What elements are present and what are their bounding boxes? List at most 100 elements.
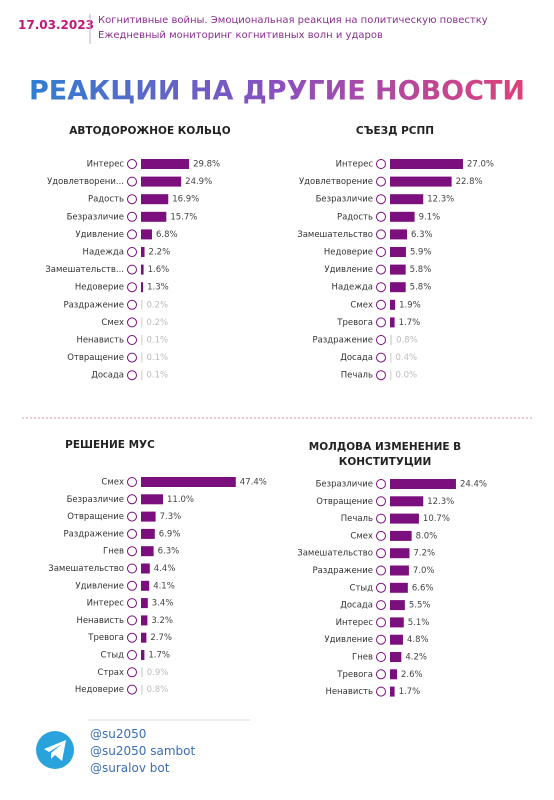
category-label: Ненависть — [76, 616, 124, 626]
emotion-icon — [127, 494, 137, 505]
category-label: Недоверие — [75, 685, 124, 695]
value-label: 1.7% — [399, 687, 421, 697]
category-label: Смех — [350, 531, 373, 541]
category-label: Страх — [97, 668, 124, 678]
value-label: 5.5% — [409, 601, 431, 611]
value-label: 1.9% — [399, 300, 421, 310]
value-label: 6.6% — [412, 583, 434, 593]
bar — [390, 229, 408, 240]
category-label: Удивление — [324, 265, 373, 275]
bar — [141, 580, 150, 591]
bar — [141, 299, 143, 310]
value-label: 1.6% — [148, 265, 170, 275]
emotion-icon — [127, 546, 137, 557]
value-label: 1.7% — [148, 651, 170, 661]
bar — [390, 565, 409, 576]
emotion-icon — [376, 247, 386, 257]
category-label: Интерес — [87, 160, 125, 170]
emotion-icon — [376, 652, 386, 662]
category-label: Смех — [350, 300, 373, 310]
category-label: Интерес — [336, 618, 374, 628]
value-label: 0.9% — [147, 668, 169, 678]
category-label: Ненависть — [76, 336, 124, 346]
value-label: 4.8% — [407, 635, 429, 645]
bar — [141, 159, 190, 169]
category-label: Недоверие — [75, 283, 124, 293]
bar — [141, 650, 145, 660]
emotion-icon — [127, 528, 137, 539]
value-label: 6.3% — [158, 547, 180, 557]
emotion-icon — [127, 632, 137, 643]
emotion-icon — [127, 667, 137, 678]
category-label: Интерес — [87, 599, 125, 609]
emotion-icon — [127, 615, 137, 626]
footer-link[interactable]: @su2050 — [90, 727, 147, 741]
bar — [390, 352, 392, 363]
value-label: 15.7% — [170, 212, 197, 222]
value-label: 47.4% — [240, 478, 267, 488]
category-label: Замешательство — [297, 549, 373, 559]
value-label: 0.2% — [147, 318, 169, 328]
emotion-icon — [127, 264, 137, 275]
emotion-icon — [127, 229, 137, 240]
emotion-icon — [376, 686, 386, 697]
category-label: Печаль — [341, 371, 373, 381]
value-label: 4.2% — [405, 653, 427, 663]
emotion-icon — [376, 352, 386, 363]
category-label: Надежда — [332, 283, 373, 293]
value-label: 5.8% — [410, 265, 432, 275]
emotion-icon — [376, 617, 386, 628]
value-label: 16.9% — [172, 195, 199, 205]
emotion-icon — [127, 194, 137, 205]
value-label: 5.1% — [408, 618, 430, 628]
emotion-icon — [376, 194, 386, 205]
emotion-icon — [127, 370, 137, 381]
bar — [390, 317, 395, 328]
bar — [390, 264, 406, 275]
value-label: 0.2% — [147, 300, 169, 310]
category-label: Раздражение — [312, 566, 373, 576]
bar — [390, 299, 396, 310]
value-label: 3.4% — [152, 599, 174, 609]
main-title: РЕАКЦИИ НА ДРУГИЕ НОВОСТИ — [29, 76, 525, 107]
value-label: 5.8% — [410, 283, 432, 293]
bar — [390, 247, 406, 257]
category-label: Смех — [101, 478, 124, 488]
bar — [390, 669, 398, 680]
subtitle: Ежедневный мониторинг когнитивных волн и… — [98, 30, 383, 41]
bar — [141, 615, 148, 626]
footer-link[interactable]: @su2050 sambot — [90, 744, 196, 758]
bar — [141, 563, 150, 574]
emotion-icon — [127, 598, 137, 609]
category-label: Недоверие — [324, 248, 373, 258]
emotion-icon — [376, 282, 386, 293]
category-label: Досада — [91, 371, 124, 381]
emotion-icon — [376, 370, 386, 381]
value-label: 3.2% — [151, 616, 173, 626]
bar — [390, 370, 392, 381]
emotion-icon — [376, 669, 386, 680]
category-label: Надежда — [83, 248, 124, 258]
category-label: Печаль — [341, 514, 373, 524]
category-label: Удивление — [75, 230, 124, 240]
bar — [141, 211, 167, 222]
emotion-icon — [376, 530, 386, 541]
chart-title: РЕШЕНИЕ МУС — [65, 439, 155, 451]
value-label: 0.1% — [147, 371, 169, 381]
emotion-icon — [127, 282, 137, 293]
category-label: Ненависть — [325, 687, 373, 697]
bar — [390, 159, 463, 169]
footer-link[interactable]: @suralov bot — [90, 761, 170, 775]
value-label: 2.6% — [401, 670, 423, 680]
category-label: Досада — [340, 601, 373, 611]
value-label: 12.3% — [427, 195, 454, 205]
category-label: Гнев — [103, 547, 124, 557]
bar — [390, 496, 424, 507]
bar — [390, 686, 395, 697]
category-label: Удивление — [75, 581, 124, 591]
value-label: 22.8% — [456, 177, 483, 187]
bar — [390, 176, 452, 187]
emotion-icon — [376, 299, 386, 310]
